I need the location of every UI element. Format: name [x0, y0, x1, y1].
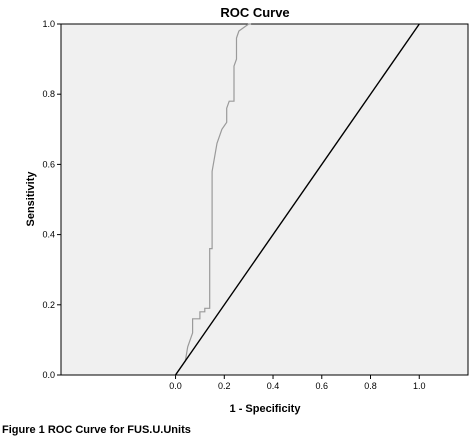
- y-tick-label: 0.4: [42, 230, 55, 240]
- y-tick-label: 0.2: [42, 300, 55, 310]
- x-tick-label: 0.0: [169, 381, 182, 391]
- x-tick-label: 0.8: [364, 381, 377, 391]
- roc-chart: ROC Curve 0.0 0.2 0.4 0.6 0.8 1.0 0.0 0.2 0.4 0.6…: [25, 5, 469, 415]
- x-tick-label: 0.6: [316, 381, 329, 391]
- x-tick-label: 1.0: [413, 381, 426, 391]
- chart-marks: 0.0 0.2 0.4 0.6 0.8 1.0 0.0 0.2 0.4 0.6 0.8 1.0: [42, 19, 425, 391]
- roc-curve-line: [175, 23, 252, 376]
- y-axis-label: Sensitivity: [25, 171, 37, 227]
- y-tick-label: 0.0: [42, 370, 55, 380]
- y-tick-label: 0.8: [42, 89, 55, 99]
- x-tick-label: 0.4: [267, 381, 280, 391]
- reference-line: [174, 23, 420, 376]
- figure-caption: Figure 1 ROC Curve for FUS.U.Units: [2, 424, 191, 436]
- plot-area: [60, 23, 469, 376]
- y-tick-label: 1.0: [42, 19, 55, 29]
- x-tick-label: 0.2: [218, 381, 231, 391]
- y-tick-label: 0.6: [42, 159, 55, 169]
- x-axis-label: 1 - Specificity: [230, 403, 302, 415]
- chart-title: ROC Curve: [220, 5, 289, 20]
